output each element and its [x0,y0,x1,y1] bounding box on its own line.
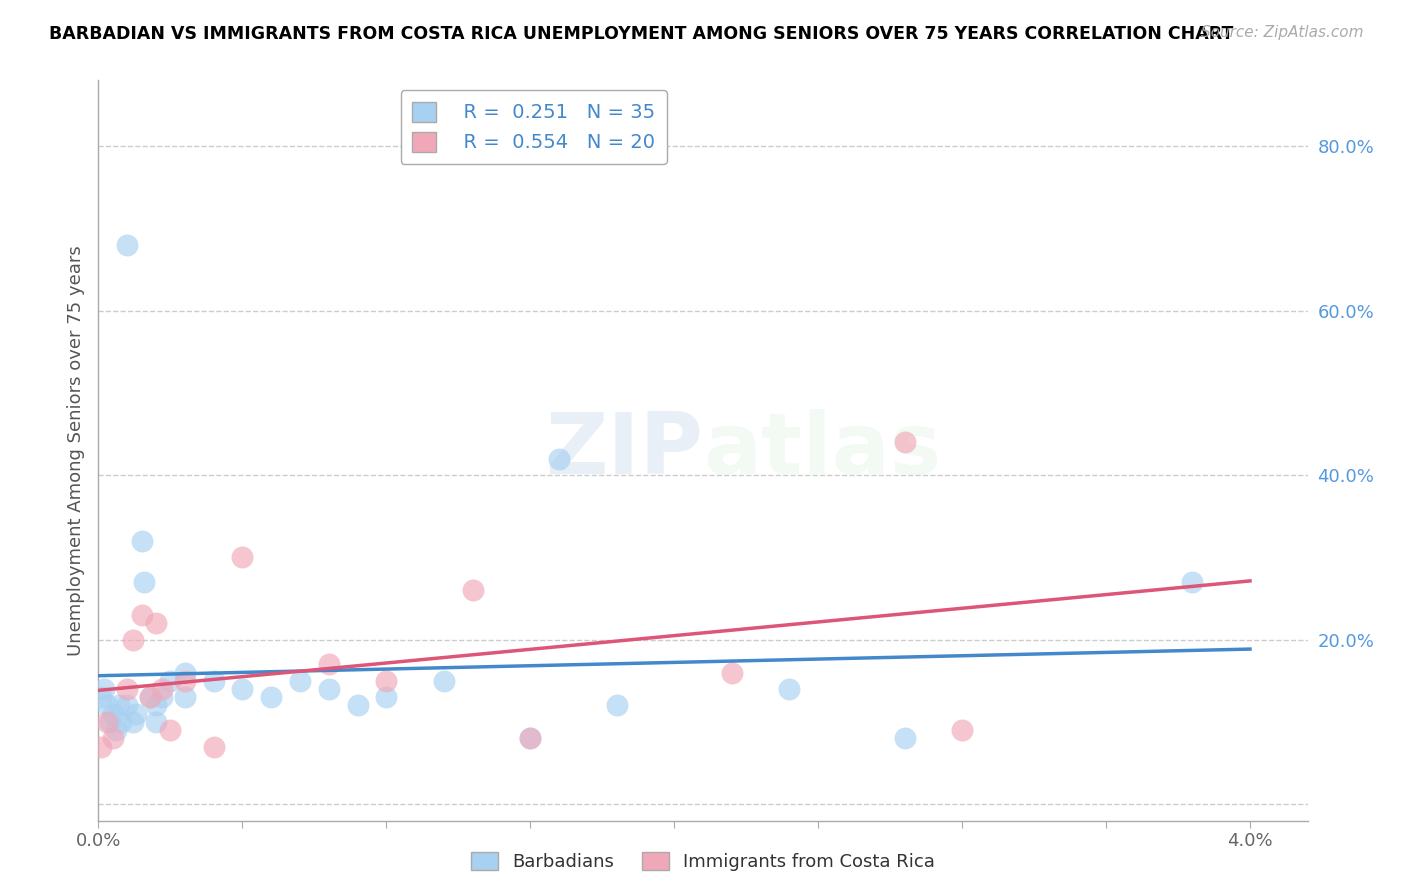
Point [150,690,173,705]
Point [90,739,112,754]
Point [101,706,124,721]
Point [115,681,138,696]
Point [346,698,368,713]
Point [548,451,571,466]
Point [318,657,340,672]
Text: ZIP: ZIP [546,409,703,492]
Point [720,665,742,680]
Point [202,673,225,688]
Point [159,673,181,688]
Point [122,714,145,729]
Point [159,723,181,738]
Point [375,673,398,688]
Point [125,706,148,721]
Point [231,550,253,565]
Point [107,698,129,713]
Point [96,698,118,713]
Point [93,681,115,696]
Y-axis label: Unemployment Among Seniors over 75 years: Unemployment Among Seniors over 75 years [66,245,84,656]
Legend: Barbadians, Immigrants from Costa Rica: Barbadians, Immigrants from Costa Rica [464,845,942,879]
Point [110,714,132,729]
Point [131,533,153,548]
Point [173,690,195,705]
Point [96,714,118,729]
Point [778,681,800,696]
Point [1181,575,1204,590]
Point [433,673,456,688]
Point [104,723,127,738]
Point [145,616,167,631]
Point [288,673,311,688]
Point [231,681,253,696]
Point [461,583,484,598]
Point [145,698,167,713]
Legend:   R =  0.251   N = 35,   R =  0.554   N = 20: R = 0.251 N = 35, R = 0.554 N = 20 [401,90,666,164]
Point [150,681,173,696]
Point [950,723,973,738]
Point [318,681,340,696]
Point [131,607,153,622]
Text: BARBADIAN VS IMMIGRANTS FROM COSTA RICA UNEMPLOYMENT AMONG SENIORS OVER 75 YEARS: BARBADIAN VS IMMIGRANTS FROM COSTA RICA … [49,25,1233,43]
Point [139,690,162,705]
Point [122,632,145,647]
Point [606,698,628,713]
Point [202,739,225,754]
Point [519,731,541,746]
Point [101,731,124,746]
Point [173,665,195,680]
Point [98,714,121,729]
Point [893,435,915,450]
Point [90,690,112,705]
Point [519,731,541,746]
Point [375,690,398,705]
Point [139,690,162,705]
Point [145,714,167,729]
Point [134,575,156,590]
Point [115,698,138,713]
Text: Source: ZipAtlas.com: Source: ZipAtlas.com [1201,25,1364,40]
Text: atlas: atlas [703,409,941,492]
Point [173,673,195,688]
Point [115,237,138,252]
Point [893,731,915,746]
Point [260,690,283,705]
